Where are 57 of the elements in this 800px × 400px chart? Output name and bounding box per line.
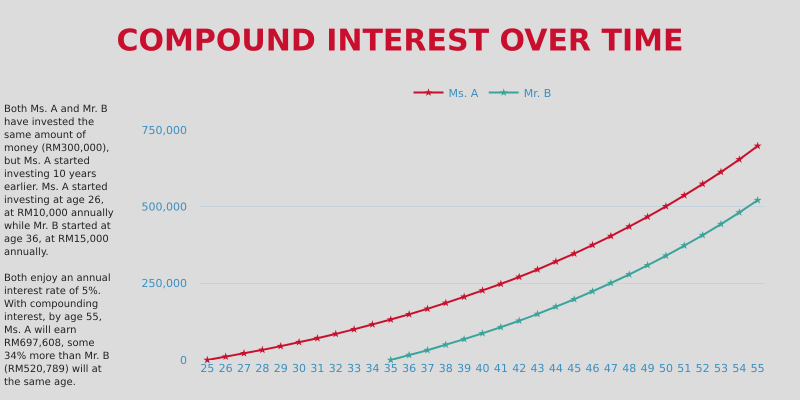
x-tick-label: 28 bbox=[255, 362, 270, 375]
point bbox=[662, 202, 670, 210]
x-tick-label: 34 bbox=[365, 362, 380, 375]
x-tick-label: 27 bbox=[237, 362, 252, 375]
x-tick-label: 49 bbox=[640, 362, 655, 375]
y-tick-label: 500,000 bbox=[142, 200, 187, 214]
x-tick-label: 25 bbox=[200, 362, 214, 375]
point bbox=[754, 196, 762, 204]
x-tick-label: 53 bbox=[714, 362, 728, 375]
x-tick-label: 54 bbox=[732, 362, 746, 375]
point bbox=[680, 241, 688, 250]
x-tick-label: 44 bbox=[548, 362, 563, 375]
x-tick-label: 37 bbox=[420, 362, 434, 375]
point bbox=[644, 261, 652, 269]
x-tick-label: 40 bbox=[476, 362, 490, 375]
point bbox=[662, 252, 670, 260]
x-tick-label: 50 bbox=[658, 362, 673, 375]
point bbox=[606, 232, 615, 240]
y-tick-label: 0 bbox=[180, 354, 187, 367]
x-tick-label: 35 bbox=[384, 362, 398, 375]
y-tick-label: 750,000 bbox=[142, 124, 187, 137]
x-tick-label: 36 bbox=[402, 362, 416, 375]
point bbox=[698, 230, 707, 239]
point bbox=[644, 212, 652, 220]
point bbox=[680, 191, 688, 199]
text: Both Ms. A and Mr. B have invested the same amount of money (RM300,000), but Ms. A started investing 10 years earlier. Ms. A started investing at age 26, at RM10,000 annually while Mr. B started at age 36, at RM15,000 annually. Both enjoy an annual interest rate of 5%. With compounding interest, by age 55, Ms. A will earn RM697,608, some 34% more than Mr. B (RM520,789) will at the same age. bbox=[4, 104, 114, 388]
x-tick-label: 32 bbox=[328, 362, 343, 375]
point bbox=[606, 278, 615, 286]
x-tick-label: 51 bbox=[677, 362, 692, 375]
x-tick-label: 43 bbox=[530, 362, 545, 375]
point bbox=[716, 220, 725, 228]
x-tick-label: 48 bbox=[622, 362, 636, 375]
x-tick-label: 55 bbox=[750, 362, 765, 375]
y-tick-label: 250,000 bbox=[142, 277, 187, 290]
point bbox=[716, 168, 725, 176]
legend-label: Mr. B bbox=[524, 86, 552, 100]
x-tick-label: 45 bbox=[567, 362, 582, 375]
legend-label: Ms. A bbox=[448, 86, 479, 100]
point bbox=[570, 249, 578, 257]
x-tick-label: 26 bbox=[218, 362, 233, 375]
point bbox=[754, 142, 762, 150]
x-tick-label: 31 bbox=[310, 362, 324, 375]
point bbox=[625, 222, 634, 230]
x-tick-label: 33 bbox=[347, 362, 362, 375]
x-tick-label: 41 bbox=[494, 362, 508, 375]
x-tick-label: 38 bbox=[438, 362, 453, 375]
x-tick-label: 52 bbox=[696, 362, 710, 375]
x-tick-label: 46 bbox=[586, 362, 600, 375]
x-tick-label: 30 bbox=[292, 362, 306, 375]
x-tick-label: 42 bbox=[512, 362, 526, 375]
point bbox=[735, 208, 744, 216]
point bbox=[698, 180, 707, 188]
x-tick-label: 47 bbox=[604, 362, 618, 375]
chart-title: COMPOUND INTEREST OVER TIME bbox=[116, 24, 684, 58]
point bbox=[735, 155, 744, 163]
x-tick-label: 29 bbox=[274, 362, 288, 375]
x-tick-label: 39 bbox=[457, 362, 472, 375]
